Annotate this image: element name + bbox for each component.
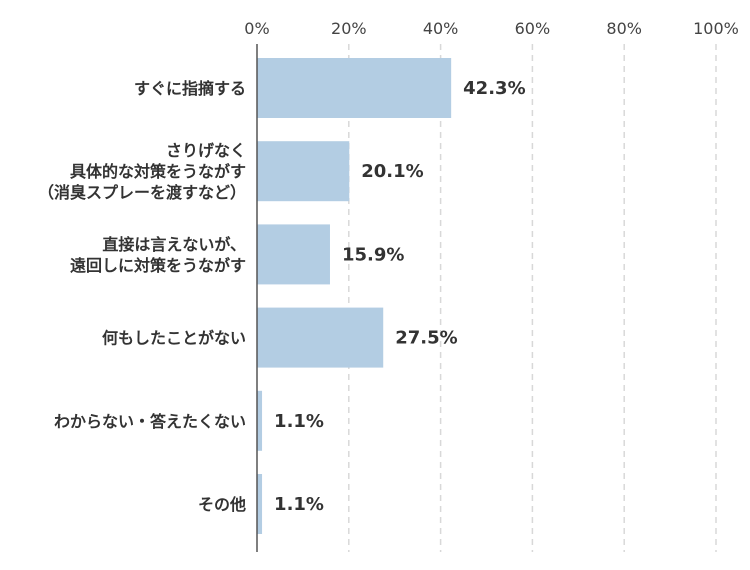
category-label: 直接は言えないが、遠回しに対策をうながす xyxy=(70,235,246,275)
bar xyxy=(257,307,384,368)
data-label: 42.3% xyxy=(463,78,525,99)
x-tick-label: 40% xyxy=(423,19,459,38)
category-label: すぐに指摘する xyxy=(134,79,246,98)
bar xyxy=(257,58,452,118)
category-label: わからない・答えたくない xyxy=(54,412,246,431)
category-label-line: （消臭スプレーを渡すなど） xyxy=(38,183,246,202)
category-label: その他 xyxy=(198,495,246,514)
category-label-line: 遠回しに対策をうながす xyxy=(70,256,246,275)
x-tick-label: 0% xyxy=(244,19,269,38)
bar xyxy=(257,224,330,285)
bars xyxy=(257,58,452,534)
value-labels: 42.3% 20.1% 15.9% 27.5% 1.1% 1.1% xyxy=(274,78,526,515)
bar xyxy=(257,474,263,534)
data-label: 15.9% xyxy=(342,244,404,265)
bar xyxy=(257,390,263,451)
bar xyxy=(257,141,350,202)
data-label: 1.1% xyxy=(274,411,324,432)
x-axis-ticks: 0% 20% 40% 60% 80% 100% xyxy=(244,19,739,38)
data-label: 27.5% xyxy=(395,328,457,349)
category-label-line: さりげなく xyxy=(166,141,246,160)
category-label: 何もしたことがない xyxy=(102,329,246,348)
x-tick-label: 60% xyxy=(515,19,551,38)
category-label-line: すぐに指摘する xyxy=(134,79,246,98)
gridlines xyxy=(348,44,717,552)
data-label: 1.1% xyxy=(274,494,324,515)
x-tick-label: 20% xyxy=(331,19,367,38)
category-label-line: わからない・答えたくない xyxy=(54,412,246,431)
x-tick-label: 80% xyxy=(606,19,642,38)
category-label: さりげなく具体的な対策をうながす （消臭スプレーを渡すなど） xyxy=(38,141,246,202)
category-label-line: 直接は言えないが、 xyxy=(102,235,246,254)
data-label: 20.1% xyxy=(361,161,423,182)
x-tick-label: 100% xyxy=(693,19,739,38)
category-label-line: 何もしたことがない xyxy=(102,329,246,348)
category-label-line: その他 xyxy=(198,495,246,514)
category-label-line: 具体的な対策をうながす xyxy=(70,162,246,181)
